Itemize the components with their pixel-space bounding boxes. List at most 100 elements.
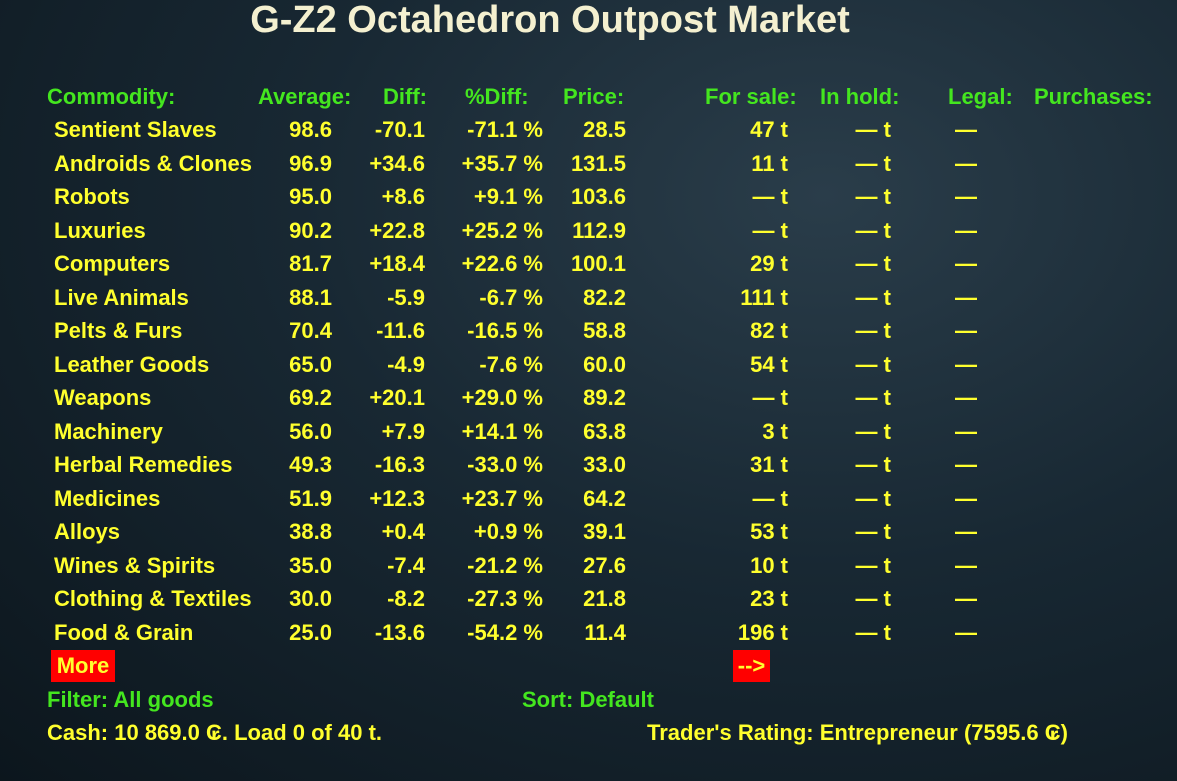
commodity-cell: Alloys (54, 519, 121, 544)
pct-diff-cell: +29.0 % (461, 385, 543, 410)
in-hold-cell: — t (855, 150, 891, 176)
for-sale-cell: — t (752, 385, 788, 410)
legal-cell: — (955, 318, 977, 343)
diff-cell: -16.3 (374, 452, 425, 477)
legal-cell: — (955, 385, 977, 410)
for-sale-cell: 23 t (750, 586, 788, 611)
in-hold-cell: — t (855, 519, 891, 544)
average-cell: 30.0 (289, 586, 332, 611)
average-cell: 70.4 (289, 318, 332, 343)
pct-diff-cell: -7.6 % (479, 351, 543, 377)
average-cell: 49.3 (289, 452, 332, 477)
diff-cell: -8.2 (387, 586, 425, 611)
column-header: Commodity: (47, 84, 176, 109)
price-cell: 131.5 (570, 150, 626, 176)
price-cell: 58.8 (583, 318, 626, 343)
diff-cell: +0.4 (381, 519, 425, 544)
average-cell: 88.1 (289, 284, 332, 310)
average-cell: 95.0 (289, 184, 332, 209)
average-cell: 81.7 (289, 251, 332, 276)
commodity-cell: Food & Grain (54, 619, 194, 645)
price-cell: 39.1 (583, 519, 626, 544)
legal-cell: — (955, 150, 977, 176)
column-header: Diff: (383, 84, 427, 109)
legal-cell: — (955, 117, 977, 142)
commodity-cell: Medicines (54, 485, 161, 511)
average-cell: 65.0 (289, 351, 332, 377)
diff-cell: +8.6 (381, 184, 425, 209)
diff-cell: -11.6 (376, 318, 425, 343)
trader-rating: Trader's Rating: Entrepreneur (7595.6 ₢) (647, 720, 1068, 745)
pct-diff-cell: +23.7 % (461, 485, 543, 511)
pct-diff-cell: -27.3 % (467, 586, 543, 611)
for-sale-cell: 11 t (751, 150, 788, 176)
in-hold-cell: — t (855, 184, 891, 209)
price-cell: 112.9 (572, 217, 626, 243)
pct-diff-cell: -21.2 % (467, 552, 543, 578)
for-sale-cell: 31 t (750, 452, 788, 477)
commodity-cell: Pelts & Furs (54, 318, 183, 343)
in-hold-cell: — t (855, 351, 891, 377)
pct-diff-cell: +14.1 % (461, 418, 543, 444)
diff-cell: +18.4 (369, 251, 425, 276)
in-hold-cell: — t (855, 552, 891, 578)
more-button[interactable]: More (51, 650, 115, 682)
legal-cell: — (955, 284, 977, 310)
average-cell: 69.2 (289, 385, 332, 410)
price-cell: 28.5 (583, 117, 626, 142)
cash: Cash: 10 869.0 ₢. Load 0 of 40 t. (47, 720, 383, 745)
pct-diff-cell: +0.9 % (473, 519, 543, 544)
price-cell: 64.2 (583, 485, 626, 511)
legal-cell: — (955, 251, 977, 276)
legal-cell: — (955, 586, 977, 611)
commodity-cell: Weapons (54, 385, 152, 410)
pct-diff-cell: -71.1 % (467, 117, 543, 142)
average-cell: 90.2 (289, 217, 332, 243)
in-hold-cell: — t (855, 385, 891, 410)
legal-cell: — (955, 485, 977, 511)
legal-cell: — (955, 619, 977, 645)
in-hold-cell: — t (855, 619, 891, 645)
commodity-cell: Computers (54, 251, 171, 276)
commodity-cell: Leather Goods (54, 351, 210, 377)
diff-cell: +22.8 (369, 217, 425, 243)
average-cell: 51.9 (289, 485, 332, 511)
diff-cell: -4.9 (387, 351, 425, 377)
for-sale-cell: — t (752, 485, 788, 511)
column-header: Price: (563, 84, 625, 109)
in-hold-cell: — t (855, 117, 891, 142)
in-hold-cell: — t (855, 318, 891, 343)
for-sale-cell: 196 t (737, 619, 788, 645)
pct-diff-cell: -54.2 % (467, 619, 543, 645)
next-button[interactable]: --> (733, 650, 770, 682)
in-hold-cell: — t (855, 452, 891, 477)
price-cell: 60.0 (583, 351, 626, 377)
sort: Sort: Default (522, 687, 654, 712)
pct-diff-cell: +9.1 % (473, 184, 543, 209)
diff-cell: +20.1 (369, 385, 425, 410)
price-cell: 82.2 (583, 284, 626, 310)
pct-diff-cell: +25.2 % (461, 217, 543, 243)
commodity-cell: Androids & Clones (54, 150, 253, 176)
diff-cell: +7.9 (381, 418, 425, 444)
price-cell: 103.6 (570, 184, 626, 209)
for-sale-cell: 82 t (750, 318, 788, 343)
legal-cell: — (955, 519, 977, 544)
for-sale-cell: — t (752, 184, 788, 209)
price-cell: 21.8 (583, 586, 626, 611)
commodity-cell: Wines & Spirits (54, 552, 216, 578)
diff-cell: -70.1 (374, 117, 425, 142)
average-cell: 35.0 (289, 552, 332, 578)
diff-cell: -7.4 (387, 552, 425, 578)
price-cell: 11.4 (584, 619, 626, 645)
for-sale-cell: 54 t (750, 351, 788, 377)
price-cell: 89.2 (583, 385, 626, 410)
legal-cell: — (955, 184, 977, 209)
commodity-cell: Live Animals (54, 284, 189, 310)
in-hold-cell: — t (855, 586, 891, 611)
pct-diff-cell: -16.5 % (467, 318, 543, 343)
diff-cell: -13.6 (374, 619, 425, 645)
for-sale-cell: — t (752, 217, 788, 243)
legal-cell: — (955, 418, 977, 444)
average-cell: 98.6 (289, 117, 332, 142)
